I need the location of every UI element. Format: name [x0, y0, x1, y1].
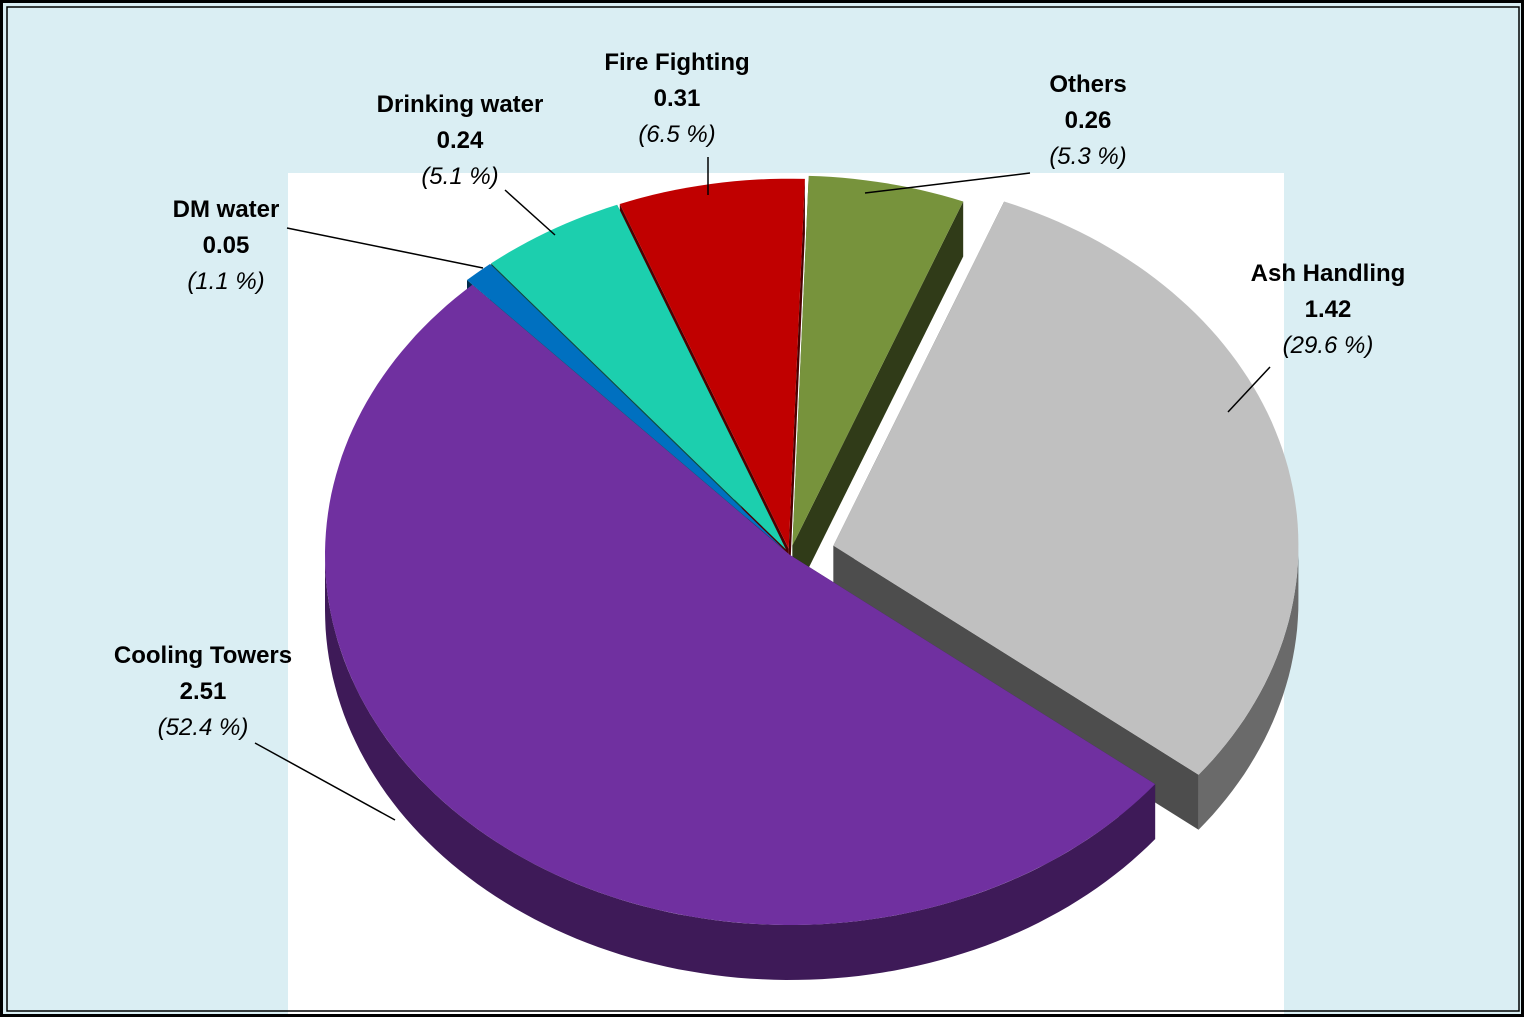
value-label: 0.31: [654, 85, 701, 112]
slice: [833, 201, 1299, 775]
slice-tops: [325, 175, 1299, 925]
slice-side: [325, 555, 1156, 980]
leader-line: [286, 227, 484, 269]
leader-line: [504, 189, 556, 236]
category-label: DM water: [173, 196, 280, 223]
value-label: 0.26: [1065, 107, 1112, 134]
category-label: Drinking water: [377, 91, 544, 118]
slice: [619, 178, 805, 549]
slice-wall: [788, 178, 805, 604]
percent-label: (6.5 %): [638, 121, 715, 148]
category-label: Others: [1049, 71, 1126, 98]
frame-inner: [6, 6, 1520, 1012]
slice: [325, 284, 1156, 925]
value-label: 0.05: [203, 232, 250, 259]
slice-side: [1198, 545, 1299, 830]
percent-label: (1.1 %): [187, 268, 264, 295]
leader-line: [254, 742, 396, 821]
percent-label: (5.1 %): [421, 163, 498, 190]
value-label: 1.42: [1305, 296, 1352, 323]
percent-label: (29.6 %): [1283, 332, 1374, 359]
labels: Others 0.26 (5.3 %) Ash Handling 1.42 (29.6 %…: [114, 49, 1406, 821]
percent-label: (52.4 %): [158, 714, 249, 741]
leader-line: [1227, 366, 1271, 413]
value-label: 0.24: [437, 127, 484, 154]
slice: [792, 175, 964, 546]
slice: [491, 204, 786, 550]
slice-wall: [792, 201, 964, 601]
category-label: Cooling Towers: [114, 642, 292, 669]
percent-label: (5.3 %): [1049, 143, 1126, 170]
category-label: Ash Handling: [1251, 260, 1406, 287]
category-label: Fire Fighting: [604, 49, 749, 76]
value-label: 2.51: [180, 678, 227, 705]
slice: [467, 264, 785, 551]
leader-line: [864, 172, 1031, 194]
